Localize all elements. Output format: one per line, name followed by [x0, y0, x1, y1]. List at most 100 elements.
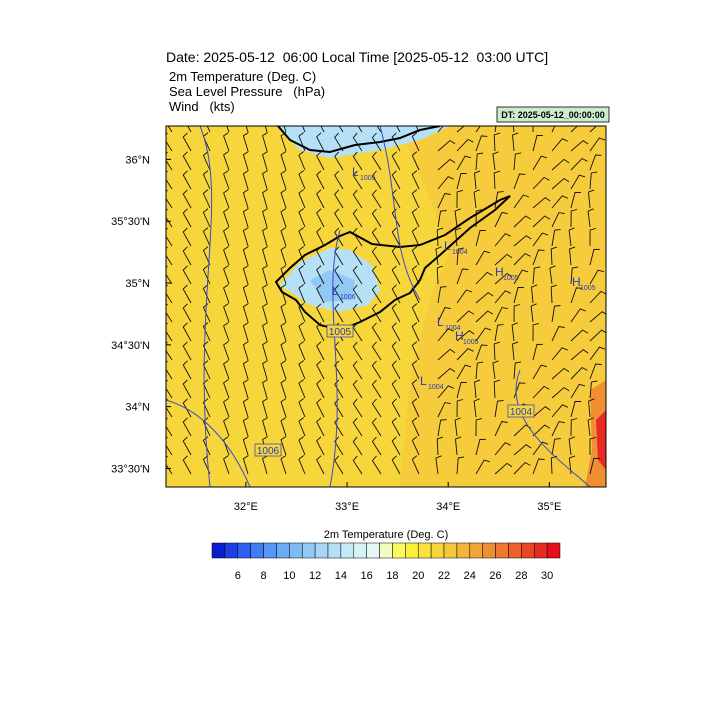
wind-barb — [223, 379, 230, 399]
wind-barb — [532, 343, 543, 361]
wind-barb — [280, 322, 287, 342]
wind-barb — [512, 341, 519, 361]
wind-barb — [494, 307, 508, 323]
wind-barb — [298, 151, 306, 171]
wind-barb — [456, 126, 465, 133]
wind-barb — [334, 436, 344, 456]
wind-barb — [492, 360, 499, 380]
wind-barb — [456, 347, 474, 361]
wind-barb — [437, 328, 454, 342]
wind-barb — [352, 341, 363, 361]
colorbar-box — [340, 542, 355, 559]
wind-barb — [223, 227, 230, 247]
wind-barb — [532, 126, 534, 133]
wind-barb — [202, 436, 211, 456]
colorbar-tick-label: 10 — [283, 570, 295, 582]
colorbar-tick-label: 16 — [361, 570, 373, 582]
wind-barb — [352, 398, 363, 418]
colorbar-box — [546, 542, 561, 559]
colorbar-tick-label: 28 — [515, 570, 527, 582]
wind-barb — [262, 303, 268, 323]
wind-barb — [454, 417, 461, 437]
wind-barb — [280, 246, 287, 266]
wind-barb — [437, 139, 456, 152]
wind-barb — [182, 170, 192, 190]
wind-barb — [550, 284, 558, 304]
colorbar-box — [392, 542, 406, 559]
wind-barb — [551, 421, 565, 437]
wind-barb — [411, 151, 420, 171]
wind-barb — [513, 194, 530, 209]
wind-barb — [589, 363, 602, 380]
wind-barb — [512, 126, 515, 133]
wind-barb — [494, 324, 504, 342]
wind-barb — [316, 189, 325, 209]
wind-barb — [473, 398, 480, 418]
wind-barb — [320, 126, 325, 133]
wind-barb — [475, 459, 491, 475]
y-tick-label: 35°30'N — [111, 216, 150, 228]
pressure-mark: H — [572, 275, 581, 289]
wind-barb — [411, 227, 420, 247]
wind-barb — [551, 367, 570, 380]
wind-barb — [298, 360, 306, 380]
wind-barb — [475, 310, 494, 323]
wind-barb — [264, 126, 268, 133]
colorbar-tick-label: 24 — [464, 570, 476, 582]
wind-barb — [226, 126, 230, 133]
wind-barb — [551, 195, 568, 209]
wind-barb — [511, 322, 518, 342]
wind-barb — [202, 151, 211, 171]
wind-barb — [182, 189, 192, 209]
contour-label: 1006 — [257, 446, 280, 457]
wind-barb — [262, 132, 268, 152]
wind-barb — [494, 233, 511, 247]
wind-barb — [242, 208, 249, 228]
title: Date: 2025-05-12 06:00 Local Time [2025-… — [166, 49, 548, 65]
wind-barb — [334, 360, 344, 380]
wind-barb — [411, 208, 420, 228]
wind-barb — [334, 208, 344, 228]
contour-label: 1004 — [510, 407, 533, 418]
wind-barb — [182, 246, 192, 266]
colorbar-box — [276, 542, 290, 559]
wind-barb — [223, 398, 230, 418]
wind-barb — [454, 208, 461, 228]
wind-barb — [588, 189, 595, 209]
wind-barb — [242, 360, 249, 380]
wind-barb — [316, 132, 325, 152]
wind-barb — [280, 379, 287, 399]
x-tick-label: 33°E — [335, 501, 359, 513]
wind-barb — [352, 189, 363, 209]
colorbar-tick-label: 14 — [335, 570, 347, 582]
wind-barb — [202, 417, 211, 437]
wind-barb — [352, 265, 363, 285]
wind-barb — [182, 398, 192, 418]
colorbar-box — [289, 542, 303, 559]
coastline — [277, 126, 441, 154]
wind-barb — [316, 284, 325, 304]
wind-barb — [334, 265, 344, 285]
wind-barb — [371, 455, 382, 475]
wind-barb — [202, 208, 211, 228]
wind-barb — [262, 189, 268, 209]
wind-barb — [474, 379, 481, 399]
wind-barb — [475, 229, 487, 247]
wind-barb — [513, 215, 532, 228]
wind-barb — [589, 380, 598, 399]
wind-barb — [298, 398, 306, 418]
wind-barb — [242, 151, 249, 171]
wind-barb — [513, 461, 531, 475]
wind-barb — [587, 417, 594, 437]
wind-barb — [302, 126, 306, 133]
wind-barb — [242, 227, 249, 247]
wind-barb — [475, 327, 492, 342]
dt-label: DT: 2025-05-12_00:00:00 — [501, 110, 605, 120]
wind-barb — [532, 406, 551, 418]
wind-barb — [316, 227, 325, 247]
wind-barb — [223, 303, 230, 323]
wind-barb — [391, 341, 401, 361]
wind-barb — [391, 360, 401, 380]
wind-barb — [371, 360, 382, 380]
wind-barb — [298, 303, 306, 323]
